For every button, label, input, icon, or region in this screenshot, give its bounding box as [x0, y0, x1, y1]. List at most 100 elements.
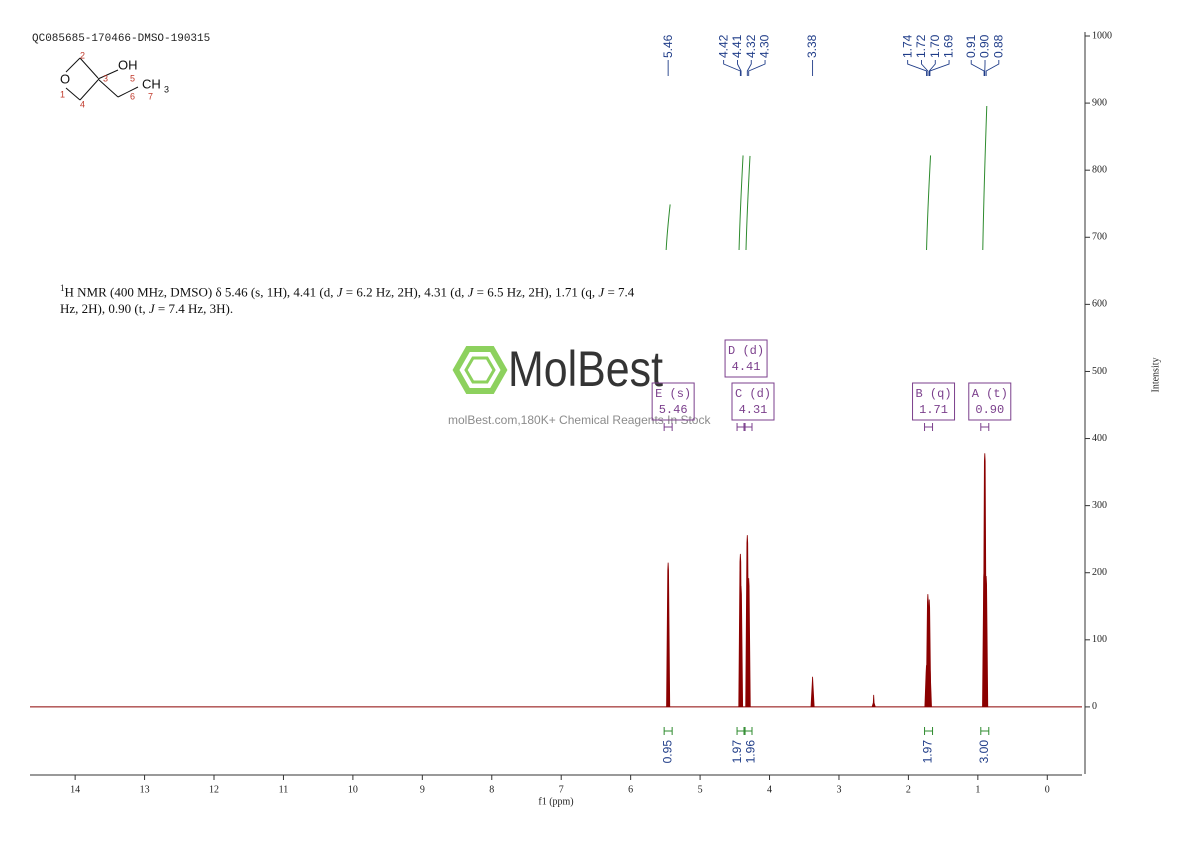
- peak-label: 4.32: [744, 34, 758, 58]
- multiplet-name: C (d): [735, 387, 771, 401]
- description-part: = 6.5 Hz, 2H), 1.71 (q,: [473, 284, 599, 300]
- peak-label: 0.90: [978, 34, 992, 58]
- x-tick-label: 0: [1045, 784, 1050, 795]
- peak-label-connector: [985, 60, 1000, 76]
- integral-bracket: [980, 727, 990, 735]
- peak-label: 5.46: [661, 34, 675, 58]
- bond: [97, 69, 119, 80]
- peak-label: 3.38: [805, 34, 819, 58]
- peak-label: 1.70: [928, 34, 942, 58]
- description-part: 1: [60, 283, 65, 293]
- integral-curve: [926, 155, 932, 251]
- y-axis-label: Intensity: [1150, 358, 1161, 393]
- peak-label: 4.42: [716, 34, 730, 58]
- multiplet-name: E (s): [655, 387, 691, 401]
- x-tick-label: 14: [70, 784, 80, 795]
- atom-number: 6: [130, 91, 135, 101]
- y-tick-label: 700: [1092, 232, 1107, 243]
- x-tick-label: 13: [140, 784, 150, 795]
- peak-label: 1.69: [942, 34, 956, 58]
- x-tick-label: 9: [420, 784, 425, 795]
- integral-bracket: [663, 727, 673, 735]
- y-tick-label: 600: [1092, 299, 1107, 310]
- multiplet-shift: 4.41: [732, 360, 761, 374]
- peak: [927, 666, 932, 707]
- atom-number: 7: [148, 91, 153, 101]
- atom-subscript: 3: [164, 84, 169, 94]
- integral-curve: [745, 155, 751, 251]
- y-tick-label: 1000: [1092, 30, 1112, 41]
- peak: [666, 562, 671, 707]
- integral-label: 0.95: [660, 740, 674, 764]
- peak-label-connector: [723, 60, 741, 76]
- multiplet-box: [912, 382, 956, 421]
- y-tick-label: 0: [1092, 701, 1097, 712]
- multiplet-box: [651, 382, 695, 421]
- multiplet-shift: 1.71: [919, 403, 948, 417]
- atom-number: 4: [80, 99, 85, 109]
- x-tick-label: 10: [348, 784, 358, 795]
- peak-label-connector: [748, 60, 766, 76]
- x-axis-label: f1 (ppm): [538, 796, 573, 807]
- multiplet-box: [724, 339, 768, 378]
- description-part: = 7.4 Hz, 2H), 0.90 (t,: [60, 284, 635, 317]
- x-tick-label: 1: [975, 784, 980, 795]
- peak-label-connector: [929, 60, 950, 76]
- sample-id: QC085685-170466-DMSO-190315: [32, 33, 210, 45]
- integral-label: 1.96: [744, 740, 758, 764]
- x-tick-label: 8: [489, 784, 494, 795]
- peak-label: 1.74: [900, 34, 914, 58]
- description-part: J: [336, 284, 343, 300]
- logo: [464, 356, 496, 384]
- logo: [452, 346, 508, 394]
- peak-label-connector: [746, 60, 752, 76]
- peak-label: 0.88: [991, 34, 1005, 58]
- watermark: MolBest molBest.com,180K+ Chemical Reage…: [448, 341, 711, 427]
- multiplet-shift: 0.90: [975, 403, 1004, 417]
- multiplet-range: [980, 423, 990, 431]
- description-part: J: [148, 301, 155, 317]
- peak-label-connector: [928, 60, 936, 76]
- integral-curve: [738, 155, 744, 251]
- peak-label-connector: [737, 60, 742, 76]
- multiplet-name: D (d): [728, 344, 764, 358]
- atom-number: 5: [130, 73, 135, 83]
- peak: [739, 586, 744, 707]
- peak-label: 1.72: [914, 34, 928, 58]
- multiplet-name: B (q): [916, 387, 952, 401]
- multiplet-name: A (t): [972, 387, 1008, 401]
- watermark-brand: MolBest: [508, 341, 663, 397]
- multiplet-shift: 5.46: [659, 403, 688, 417]
- integral-curve: [665, 204, 671, 251]
- bond: [117, 86, 139, 98]
- multiplet-range: [663, 423, 673, 431]
- watermark-tagline: molBest.com,180K+ Chemical Reagents In S…: [448, 413, 711, 427]
- integral-label: 1.97: [921, 740, 935, 764]
- description-part: H NMR (400 MHz, DMSO) δ 5.46 (s, 1H), 4.…: [64, 284, 337, 300]
- bond: [65, 57, 81, 73]
- atom-number: 2: [80, 50, 85, 60]
- y-tick-label: 900: [1092, 97, 1107, 108]
- y-tick-label: 100: [1092, 634, 1107, 645]
- y-tick-label: 800: [1092, 164, 1107, 175]
- x-tick-label: 11: [279, 784, 289, 795]
- peak-label-connector: [970, 60, 985, 76]
- peak: [746, 578, 751, 707]
- multiplet-box: [731, 382, 775, 421]
- integral-label: 1.97: [730, 740, 744, 764]
- multiplet-shift: 4.31: [739, 403, 768, 417]
- structure: O OH CH 3 1 2 3 4 5 6 7: [60, 50, 169, 109]
- description-part: = 6.2 Hz, 2H), 4.31 (d,: [342, 284, 468, 300]
- peak-label-connector: [921, 60, 929, 76]
- peak-label-connector: [907, 60, 927, 76]
- atom-number: 1: [60, 89, 65, 99]
- atom: CH: [142, 76, 161, 91]
- integral-bracket: [743, 727, 753, 735]
- bond: [65, 87, 81, 101]
- integral-bracket: [924, 727, 934, 735]
- y-tick-label: 300: [1092, 500, 1107, 511]
- multiplet-range: [736, 423, 746, 431]
- x-tick-label: 2: [906, 784, 911, 795]
